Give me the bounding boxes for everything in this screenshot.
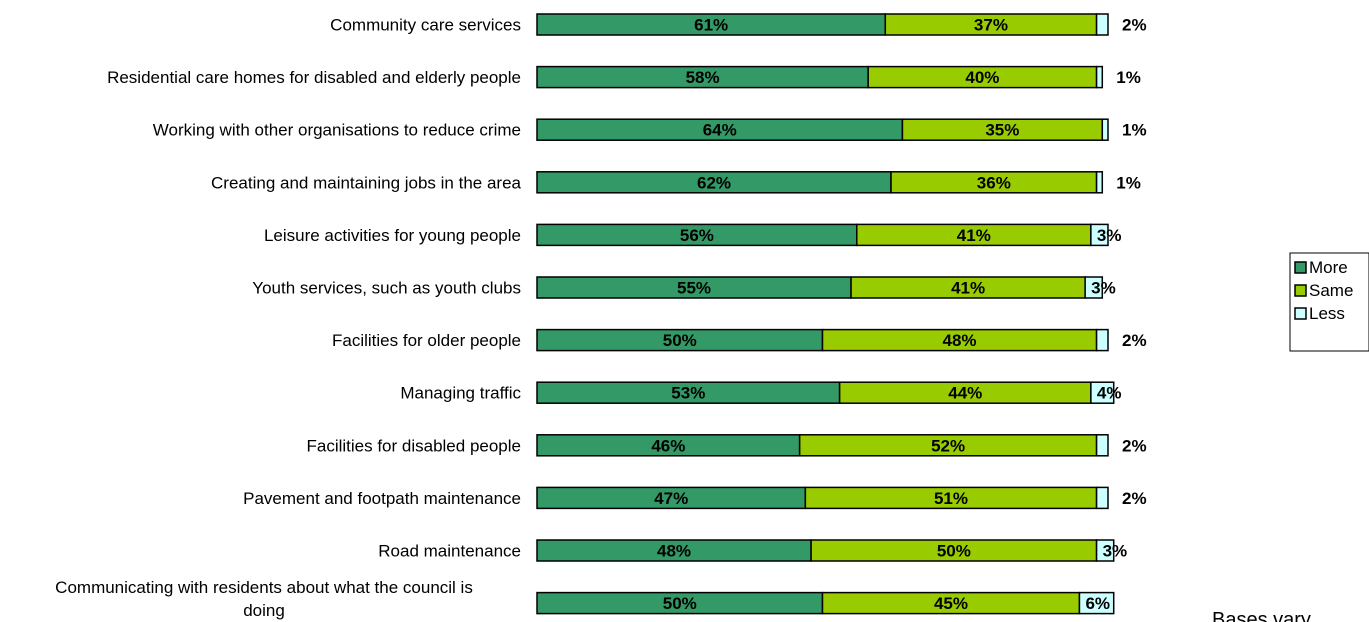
category-label: Leisure activities for young people bbox=[264, 226, 521, 245]
value-label-same: 35% bbox=[985, 121, 1019, 140]
bars-layer bbox=[536, 13, 1115, 615]
value-label-more: 62% bbox=[697, 173, 731, 192]
legend-swatch-same bbox=[1294, 284, 1307, 297]
value-label-less: 1% bbox=[1122, 121, 1147, 140]
value-label-less: 2% bbox=[1122, 489, 1147, 508]
value-label-more: 46% bbox=[651, 436, 685, 455]
value-label-more: 53% bbox=[671, 384, 705, 403]
value-label-more: 50% bbox=[663, 594, 697, 613]
value-label-more: 61% bbox=[694, 16, 728, 35]
value-labels: 61% 37% 2% 58% 40% 1% 64% 35% 1% 62% 36% 1% 56% 41% 3%… bbox=[651, 16, 1146, 614]
value-label-less: 6% bbox=[1085, 594, 1110, 613]
value-label-same: 36% bbox=[977, 173, 1011, 192]
value-label-more: 55% bbox=[677, 279, 711, 298]
category-label: Managing traffic bbox=[400, 384, 521, 403]
category-label: Facilities for disabled people bbox=[306, 436, 521, 455]
value-label-less: 2% bbox=[1122, 436, 1147, 455]
value-label-less: 2% bbox=[1122, 16, 1147, 35]
category-label: Road maintenance bbox=[378, 542, 521, 561]
bar-segment-less bbox=[1095, 65, 1104, 89]
value-label-more: 58% bbox=[686, 68, 720, 87]
legend-label-more: More bbox=[1309, 258, 1348, 277]
category-label: Community care services bbox=[330, 16, 521, 35]
bar-segment-less bbox=[1095, 486, 1109, 510]
value-label-more: 47% bbox=[654, 489, 688, 508]
value-label-more: 48% bbox=[657, 542, 691, 561]
value-label-less: 1% bbox=[1116, 68, 1141, 87]
bar-segment-less bbox=[1078, 591, 1115, 615]
category-label: Residential care homes for disabled and … bbox=[107, 68, 521, 87]
legend-label-same: Same bbox=[1309, 281, 1353, 300]
bar-segment-less bbox=[1101, 118, 1109, 141]
legend-entries: More Same Less bbox=[1294, 258, 1353, 323]
legend-swatch-less bbox=[1294, 307, 1307, 320]
category-label: Pavement and footpath maintenance bbox=[243, 489, 521, 508]
category-label: Facilities for older people bbox=[332, 331, 521, 350]
category-labels: Community care services Residential care … bbox=[55, 16, 521, 621]
bases-note: Bases vary bbox=[1212, 609, 1311, 622]
value-label-same: 50% bbox=[937, 542, 971, 561]
legend-swatch-more bbox=[1294, 261, 1307, 274]
category-label: Working with other organisations to redu… bbox=[153, 121, 521, 140]
value-label-less: 3% bbox=[1103, 542, 1128, 561]
bar-segment-less bbox=[1095, 434, 1109, 457]
legend-label-less: Less bbox=[1309, 304, 1345, 323]
value-label-same: 48% bbox=[943, 331, 977, 350]
bar-segment-less bbox=[1095, 13, 1109, 36]
category-label: Youth services, such as youth clubs bbox=[252, 279, 521, 298]
value-label-more: 50% bbox=[663, 331, 697, 350]
value-label-same: 44% bbox=[948, 384, 982, 403]
bar-segment-less bbox=[1090, 381, 1115, 404]
bar-segment-less bbox=[1084, 276, 1104, 299]
bar-segment-less bbox=[1095, 328, 1109, 352]
bar-segment-less bbox=[1095, 539, 1115, 562]
value-label-more: 56% bbox=[680, 226, 714, 245]
value-label-same: 41% bbox=[957, 226, 991, 245]
value-label-less: 4% bbox=[1097, 384, 1122, 403]
value-label-same: 52% bbox=[931, 436, 965, 455]
value-label-less: 1% bbox=[1116, 173, 1141, 192]
category-label: Creating and maintaining jobs in the are… bbox=[211, 173, 522, 192]
legend: More Same Less bbox=[1289, 252, 1369, 352]
bar-segment-less bbox=[1095, 171, 1104, 194]
bar-segment-less bbox=[1090, 223, 1109, 247]
value-label-less: 2% bbox=[1122, 331, 1147, 350]
value-label-same: 41% bbox=[951, 279, 985, 298]
category-label: Communicating with residents about what … bbox=[55, 578, 473, 620]
value-label-same: 40% bbox=[965, 68, 999, 87]
value-label-less: 3% bbox=[1091, 279, 1116, 298]
value-label-less: 3% bbox=[1097, 226, 1122, 245]
value-label-same: 51% bbox=[934, 489, 968, 508]
value-label-more: 64% bbox=[703, 121, 737, 140]
value-label-same: 37% bbox=[974, 16, 1008, 35]
value-label-same: 45% bbox=[934, 594, 968, 613]
